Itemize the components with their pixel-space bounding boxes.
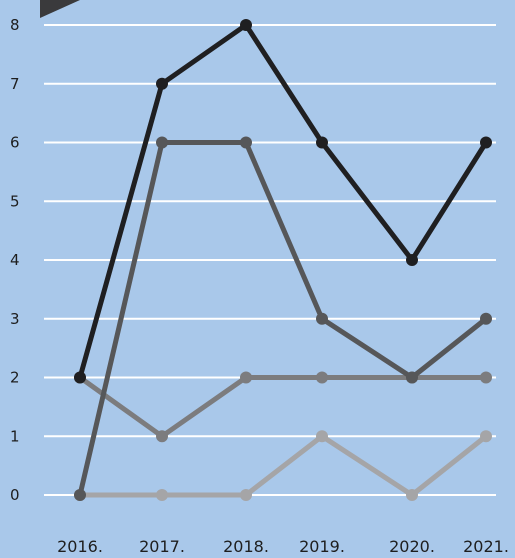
series-line <box>77 22 489 379</box>
x-axis-ticks: 2016. 2017. 2018. 2019. 2020. 2021. <box>57 537 509 556</box>
data-point <box>316 430 328 443</box>
x-tick-label: 2019. <box>299 537 345 556</box>
data-point <box>240 136 252 149</box>
series-line <box>78 375 486 439</box>
x-tick-label: 2017. <box>139 537 185 556</box>
data-point <box>406 254 418 266</box>
y-tick-label: 5 <box>10 192 20 210</box>
data-point <box>406 489 418 501</box>
y-tick-label: 2 <box>10 369 20 387</box>
y-tick-label: 3 <box>10 310 20 328</box>
x-tick-label: 2018. <box>223 537 269 556</box>
series-line <box>77 140 488 496</box>
data-point <box>156 77 168 90</box>
data-point <box>480 430 492 443</box>
series-3 <box>74 371 492 443</box>
series-1 <box>74 19 492 384</box>
series-lines <box>74 19 492 501</box>
y-tick-label: 0 <box>10 486 20 504</box>
x-tick-label: 2021. <box>463 537 509 556</box>
x-tick-label: 2020. <box>389 537 435 556</box>
data-point <box>316 312 328 325</box>
y-tick-label: 7 <box>10 75 20 93</box>
data-point <box>316 371 328 384</box>
data-point <box>74 489 86 501</box>
y-tick-label: 6 <box>10 134 20 152</box>
y-axis-ticks: 0 1 2 3 4 5 6 7 8 <box>10 16 20 504</box>
y-tick-label: 4 <box>10 251 20 269</box>
y-tick-label: 8 <box>10 16 20 34</box>
x-tick-label: 2016. <box>57 537 103 556</box>
data-point <box>74 371 86 384</box>
series-4 <box>74 430 492 501</box>
series-line <box>80 433 488 498</box>
data-point <box>316 136 328 149</box>
corner-marker <box>40 0 80 18</box>
data-point <box>156 489 168 501</box>
data-point <box>240 19 252 31</box>
data-point <box>240 489 252 501</box>
data-point <box>156 136 168 149</box>
data-point <box>480 371 492 384</box>
y-tick-label: 1 <box>10 427 20 445</box>
data-point <box>156 430 168 443</box>
series-2 <box>74 136 492 501</box>
data-point <box>480 136 492 149</box>
data-point <box>480 312 492 325</box>
data-point <box>406 371 418 384</box>
data-point <box>240 371 252 384</box>
